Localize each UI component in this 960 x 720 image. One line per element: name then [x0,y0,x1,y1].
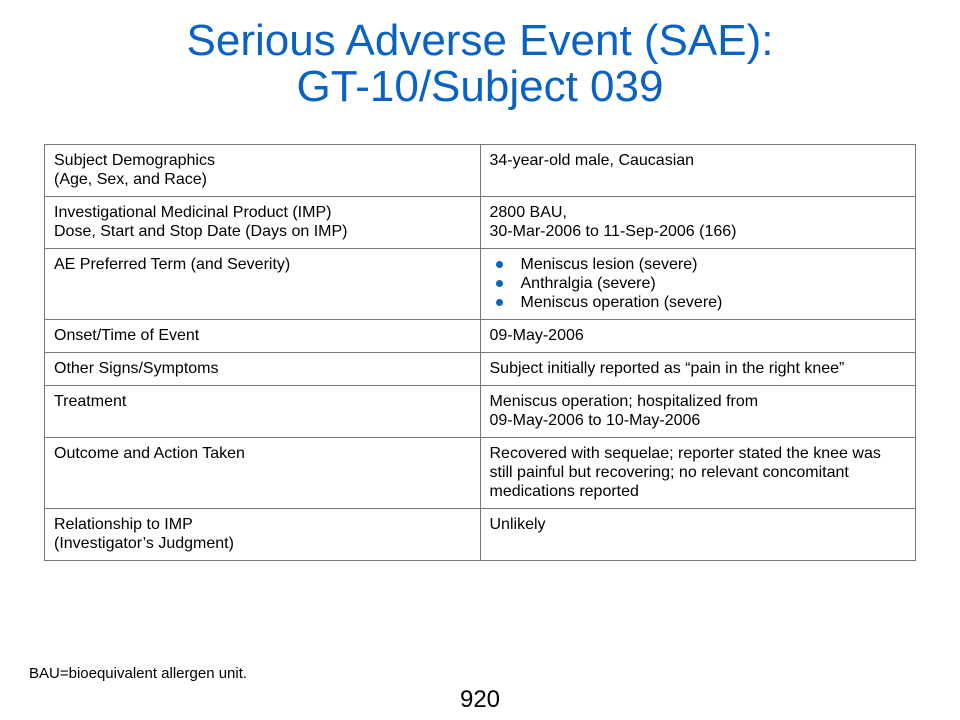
row-label-outcome: Outcome and Action Taken [44,437,481,509]
value-text: Subject initially reported as “pain in t… [489,360,845,377]
label-line: Dose, Start and Stop Date (Days on IMP) [54,223,348,240]
value-line: 34-year-old male, Caucasian [489,152,695,169]
row-label-other-signs: Other Signs/Symptoms [44,352,481,386]
sae-details-table: Subject Demographics (Age, Sex, and Race… [44,144,916,561]
bullet-icon [495,261,503,268]
table-row: Subject Demographics (Age, Sex, and Race… [44,144,916,197]
list-item: Anthralgia (severe) [490,274,907,293]
table-row: Outcome and Action Taken Recovered with … [44,437,916,509]
label-line: Other Signs/Symptoms [54,360,219,377]
label-line: Treatment [54,393,127,410]
value-line: 30-Mar-2006 to 11-Sep-2006 (166) [489,223,737,240]
value-line: 09-May-2006 to 10-May-2006 [489,412,701,429]
list-item-text: Anthralgia (severe) [520,275,656,292]
table-row: Other Signs/Symptoms Subject initially r… [44,352,916,386]
label-line: Investigational Medicinal Product (IMP) [54,204,332,221]
label-line: (Age, Sex, and Race) [54,171,207,188]
table-row: AE Preferred Term (and Severity) Meniscu… [44,248,916,320]
label-line: Subject Demographics [54,152,215,169]
value-line: 09-May-2006 [489,327,584,344]
value-text: Recovered with sequelae; reporter stated… [489,445,881,500]
bullet-icon [495,280,503,287]
row-label-ae-term: AE Preferred Term (and Severity) [44,248,481,320]
value-line: 2800 BAU, [489,204,567,221]
row-label-relationship: Relationship to IMP (Investigator’s Judg… [44,508,481,561]
row-value-onset: 09-May-2006 [479,319,916,353]
value-line: Meniscus operation; hospitalized from [489,393,759,410]
title-line-1: Serious Adverse Event (SAE): [186,16,774,65]
row-value-treatment: Meniscus operation; hospitalized from 09… [479,385,916,438]
row-value-ae-term: Meniscus lesion (severe) Anthralgia (sev… [479,248,916,320]
label-line: Onset/Time of Event [54,327,200,344]
page-number: 920 [459,686,501,713]
table-row: Investigational Medicinal Product (IMP) … [44,196,916,249]
table-row: Treatment Meniscus operation; hospitaliz… [44,385,916,438]
row-value-demographics: 34-year-old male, Caucasian [479,144,916,197]
row-label-demographics: Subject Demographics (Age, Sex, and Race… [44,144,481,197]
label-line: Outcome and Action Taken [54,445,245,462]
label-line: Relationship to IMP [54,516,193,533]
row-label-imp-dose: Investigational Medicinal Product (IMP) … [44,196,481,249]
row-value-imp-dose: 2800 BAU, 30-Mar-2006 to 11-Sep-2006 (16… [479,196,916,249]
table-row: Onset/Time of Event 09-May-2006 [44,319,916,353]
row-value-relationship: Unlikely [479,508,916,561]
value-line: Unlikely [489,516,546,533]
table-row: Relationship to IMP (Investigator’s Judg… [44,508,916,561]
bullet-icon [495,299,503,306]
row-label-treatment: Treatment [44,385,481,438]
slide-title: Serious Adverse Event (SAE): GT-10/Subje… [0,18,960,110]
row-label-onset: Onset/Time of Event [44,319,481,353]
list-item: Meniscus operation (severe) [490,293,907,312]
title-line-2: GT-10/Subject 039 [296,62,664,111]
list-item-text: Meniscus lesion (severe) [520,256,698,273]
label-line: (Investigator’s Judgment) [54,535,234,552]
row-value-other-signs: Subject initially reported as “pain in t… [479,352,916,386]
ae-term-list: Meniscus lesion (severe) Anthralgia (sev… [490,255,907,312]
list-item: Meniscus lesion (severe) [490,255,907,274]
list-item-text: Meniscus operation (severe) [520,294,723,311]
row-value-outcome: Recovered with sequelae; reporter stated… [479,437,916,509]
label-line: AE Preferred Term (and Severity) [54,256,291,273]
footnote: BAU=bioequivalent allergen unit. [29,665,248,682]
